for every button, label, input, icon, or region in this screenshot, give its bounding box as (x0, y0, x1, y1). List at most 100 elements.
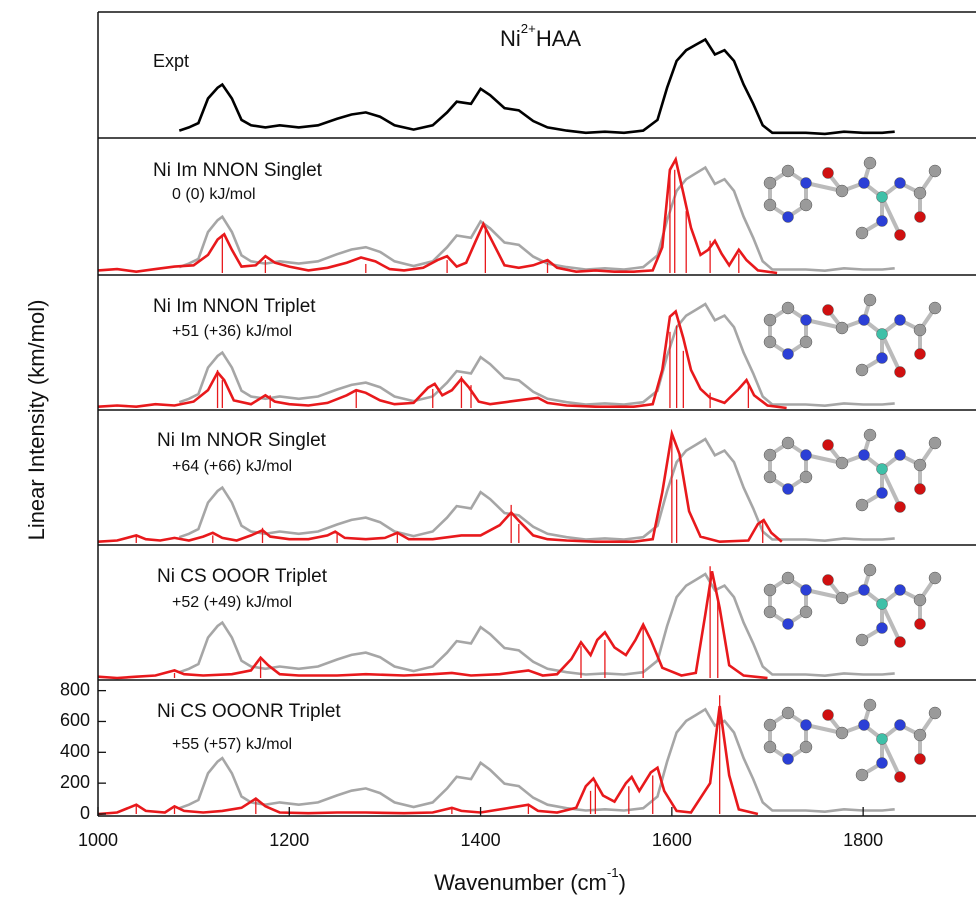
molecule-atom (859, 178, 870, 189)
molecule-atom (782, 165, 794, 177)
y-tick-label: 200 (60, 772, 90, 792)
molecule-atom (764, 584, 776, 596)
molecule-atom (877, 623, 888, 634)
molecule-atom (836, 457, 848, 469)
molecule-atom (764, 471, 776, 483)
molecule-atom (836, 185, 848, 197)
molecule-atom (823, 168, 834, 179)
molecule-atom (877, 464, 888, 475)
molecule-atom (895, 585, 906, 596)
molecule-atom (877, 329, 888, 340)
molecule-atom (915, 619, 926, 630)
molecule-atom (800, 741, 812, 753)
energy-label: +52 (+49) kJ/mol (172, 594, 292, 611)
molecule-atom (859, 585, 870, 596)
molecule-atom (915, 212, 926, 223)
molecule-atom (823, 575, 834, 586)
molecule-atom (914, 459, 926, 471)
molecule-atom (877, 758, 888, 769)
molecule-atom (877, 488, 888, 499)
molecule-atom (801, 178, 812, 189)
label-part: ) (619, 870, 626, 895)
molecule-atom (929, 707, 941, 719)
label-sup: 2+ (521, 22, 536, 37)
molecule-atom (856, 499, 868, 511)
energy-label: +55 (+57) kJ/mol (172, 736, 292, 753)
molecule-atom (801, 585, 812, 596)
molecule-atom (915, 754, 926, 765)
plot-area (98, 40, 895, 815)
molecule-atom (929, 165, 941, 177)
molecule-atom (836, 727, 848, 739)
y-axis-title: Linear Intensity (km/mol) (24, 300, 49, 541)
y-tick-label: 600 (60, 710, 90, 730)
molecule-atom (783, 484, 794, 495)
molecule-atom (764, 314, 776, 326)
calculated-spectrum (98, 706, 758, 814)
panel-label: Ni CS OOOR Triplet (157, 566, 328, 587)
panel-label: Expt (153, 51, 189, 71)
molecule-atom (895, 178, 906, 189)
energy-label: +64 (+66) kJ/mol (172, 458, 292, 475)
molecule-atom (859, 720, 870, 731)
y-tick-label: 400 (60, 741, 90, 761)
molecule-atom (801, 720, 812, 731)
molecule-atom (764, 606, 776, 618)
molecule-atom (915, 349, 926, 360)
x-tick-label: 1600 (652, 830, 692, 850)
molecule-atom (836, 322, 848, 334)
label-part: Wavenumber (cm (434, 870, 607, 895)
x-tick-label: 1200 (269, 830, 309, 850)
molecule-atom (877, 192, 888, 203)
molecule-atom (929, 437, 941, 449)
molecule-atom (801, 450, 812, 461)
molecule-atom (782, 707, 794, 719)
molecule-atom (856, 364, 868, 376)
molecule-atom (895, 502, 906, 513)
panel-label: Ni Im NNOR Singlet (157, 430, 327, 451)
molecule-atom (864, 294, 876, 306)
energy-label: 0 (0) kJ/mol (172, 186, 256, 203)
molecule-atom (783, 619, 794, 630)
molecule-atom (764, 741, 776, 753)
molecule-atom (764, 449, 776, 461)
molecule-atom (859, 315, 870, 326)
molecule-atom (864, 429, 876, 441)
molecule-atom (800, 336, 812, 348)
molecule-atom (764, 199, 776, 211)
molecule-atom (864, 699, 876, 711)
y-tick-label: 0 (80, 803, 90, 823)
molecule-atom (877, 353, 888, 364)
experimental-spectrum (179, 40, 894, 134)
label: Ni2+HAA (500, 22, 581, 51)
panel-label: Ni Im NNON Singlet (153, 160, 323, 181)
molecule-atom (877, 216, 888, 227)
molecule-atom (895, 367, 906, 378)
molecule-atom (895, 637, 906, 648)
molecule-atom (836, 592, 848, 604)
molecule-atom (914, 729, 926, 741)
page: Expt Ni2+HAA Ni Im NNON Singlet 0 (0) kJ/mo… (0, 0, 976, 909)
molecule-atom (823, 440, 834, 451)
molecule-atom (764, 336, 776, 348)
molecule-atom (800, 199, 812, 211)
label-part: Ni (500, 26, 521, 51)
molecule-atom (764, 177, 776, 189)
x-tick-label: 1400 (461, 830, 501, 850)
molecule-atom (895, 230, 906, 241)
molecule-atom (914, 187, 926, 199)
molecule-atom (782, 572, 794, 584)
molecule-atom (864, 157, 876, 169)
chart: Expt Ni2+HAA Ni Im NNON Singlet 0 (0) kJ/mo… (0, 0, 976, 909)
y-tick-label: 800 (60, 679, 90, 699)
x-tick-label: 1000 (78, 830, 118, 850)
molecule-atom (895, 315, 906, 326)
molecule-atom (856, 769, 868, 781)
molecule-atom (877, 734, 888, 745)
molecule-atom (915, 484, 926, 495)
molecule-atom (783, 754, 794, 765)
frame: Expt Ni2+HAA Ni Im NNON Singlet 0 (0) kJ/mo… (24, 12, 976, 895)
molecule-atom (800, 606, 812, 618)
molecule-atom (764, 719, 776, 731)
molecule-atom (801, 315, 812, 326)
